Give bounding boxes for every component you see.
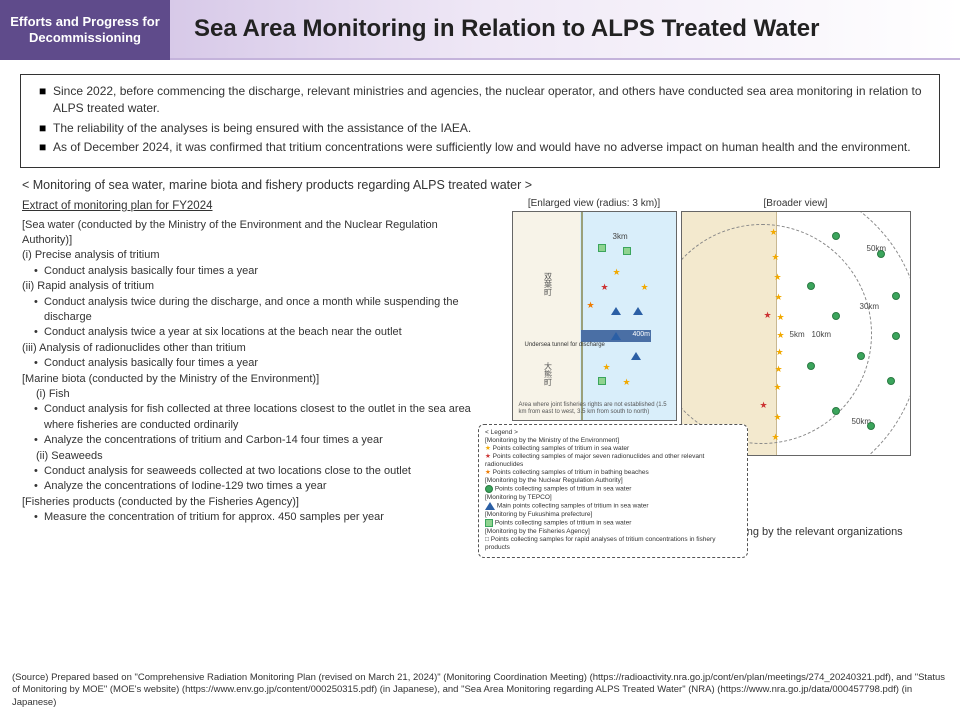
legend-item: ★ Points collecting samples of major sev… [485, 453, 741, 469]
enlarged-map-label: [Enlarged view (radius: 3 km)] [528, 198, 660, 209]
summary-bullet: As of December 2024, it was confirmed th… [53, 139, 911, 156]
star-marker: ★ [776, 347, 784, 358]
summary-box: ■Since 2022, before commencing the disch… [20, 74, 940, 168]
triangle-marker [611, 307, 621, 317]
fisheries-note: Area where joint fisheries rights are no… [519, 402, 670, 415]
header-row: Efforts and Progress for Decommissioning… [0, 0, 960, 60]
star-marker: ★ [772, 252, 780, 263]
triangle-marker [631, 352, 641, 362]
plan-iii-b1: Conduct analysis basically four times a … [44, 356, 472, 371]
triangle-marker [633, 307, 643, 317]
page-title: Sea Area Monitoring in Relation to ALPS … [170, 0, 960, 60]
green-circle-marker [832, 232, 840, 242]
summary-bullet: The reliability of the analyses is being… [53, 120, 471, 137]
legend-item: ★ Points collecting samples of tritium i… [485, 469, 741, 477]
green-square-marker [623, 247, 631, 257]
town-label: 双葉町 [543, 272, 554, 296]
legend-group: [Monitoring by TEPCO] [485, 494, 741, 502]
plan-mi: (i) Fish [36, 387, 472, 402]
legend-item: Main points collecting samples of tritiu… [485, 502, 741, 511]
star-marker: ★ [775, 292, 783, 303]
source-citation: (Source) Prepared based on "Comprehensiv… [12, 672, 948, 710]
plan-iii: (iii) Analysis of radionuclides other th… [22, 341, 472, 356]
fisheries-header: [Fisheries products (conducted by the Fi… [22, 495, 472, 510]
summary-bullet: Since 2022, before commencing the discha… [53, 83, 925, 118]
green-circle-marker [832, 407, 840, 417]
star-marker: ★ [623, 377, 631, 388]
plan-mi-b1: Conduct analysis for fish collected at t… [44, 402, 472, 433]
legend-item: Points collecting samples of tritium in … [485, 519, 741, 528]
plan-fish-b1: Measure the concentration of tritium for… [44, 510, 472, 525]
star-marker: ★ [774, 412, 782, 423]
star-marker: ★ [764, 310, 772, 321]
legend-item: □ Points collecting samples for rapid an… [485, 536, 741, 552]
legend-group: [Monitoring by the Ministry of the Envir… [485, 437, 741, 445]
star-marker: ★ [760, 400, 768, 411]
town-label: 大熊町 [543, 362, 554, 386]
star-marker: ★ [772, 432, 780, 443]
main-content: Extract of monitoring plan for FY2024 [S… [0, 198, 960, 538]
broader-map-label: [Broader view] [764, 198, 828, 209]
marine-header: [Marine biota (conducted by the Ministry… [22, 372, 472, 387]
green-circle-marker [892, 292, 900, 302]
distance-label: 400m [633, 331, 651, 338]
legend-item: Points collecting samples of tritium in … [485, 485, 741, 494]
plan-mii: (ii) Seaweeds [36, 449, 472, 464]
plan-title: Extract of monitoring plan for FY2024 [22, 198, 472, 214]
seawater-header: [Sea water (conducted by the Ministry of… [22, 218, 472, 249]
enlarged-map: 双葉町 大熊町 Undersea tunnel for discharge 3k… [512, 211, 677, 421]
plan-mii-b2: Analyze the concentrations of Iodine-129… [44, 479, 472, 494]
legend-group: [Monitoring by the Fisheries Agency] [485, 528, 741, 536]
green-circle-marker [877, 250, 885, 260]
star-marker: ★ [587, 300, 595, 311]
green-circle-marker [887, 377, 895, 387]
plan-i-b1: Conduct analysis basically four times a … [44, 264, 472, 279]
plan-ii: (ii) Rapid analysis of tritium [22, 279, 472, 294]
monitoring-plan-text: Extract of monitoring plan for FY2024 [S… [22, 198, 472, 538]
star-marker: ★ [603, 362, 611, 373]
distance-label: 10km [812, 330, 832, 339]
legend-group: [Monitoring by the Nuclear Regulation Au… [485, 477, 741, 485]
star-marker: ★ [777, 330, 785, 341]
distance-label: 3km [613, 232, 628, 241]
star-marker: ★ [613, 267, 621, 278]
tunnel-label: Undersea tunnel for discharge [525, 342, 605, 349]
distance-label: 30km [860, 302, 880, 311]
legend-box: < Legend > [Monitoring by the Ministry o… [478, 424, 748, 558]
plan-mii-b1: Conduct analysis for seaweeds collected … [44, 464, 472, 479]
green-circle-marker [832, 312, 840, 322]
star-marker: ★ [777, 312, 785, 323]
plan-ii-b2: Conduct analysis twice a year at six loc… [44, 325, 472, 340]
green-circle-marker [807, 362, 815, 372]
broader-map: 50km 30km 10km 5km 50km ★ ★ ★ ★ ★ ★ ★ ★ … [681, 211, 911, 456]
legend-item: ★ Points collecting samples of tritium i… [485, 445, 741, 453]
section-label: < Monitoring of sea water, marine biota … [22, 178, 960, 192]
star-marker: ★ [774, 272, 782, 283]
plan-mi-b2: Analyze the concentrations of tritium an… [44, 433, 472, 448]
maps-panel: [Enlarged view (radius: 3 km)] 双葉町 大熊町 U… [472, 198, 950, 538]
plan-ii-b1: Conduct analysis twice during the discha… [44, 295, 472, 326]
legend-group: [Monitoring by Fukushima prefecture] [485, 511, 741, 519]
distance-label: 5km [790, 330, 805, 339]
green-circle-marker [867, 422, 875, 432]
star-marker: ★ [774, 382, 782, 393]
category-tag: Efforts and Progress for Decommissioning [0, 0, 170, 60]
legend-title: < Legend > [485, 429, 741, 437]
star-marker: ★ [641, 282, 649, 293]
green-circle-marker [807, 282, 815, 292]
star-marker: ★ [601, 282, 609, 293]
plan-i: (i) Precise analysis of tritium [22, 248, 472, 263]
green-square-marker [598, 377, 606, 387]
green-circle-marker [892, 332, 900, 342]
green-square-marker [598, 244, 606, 254]
star-marker: ★ [770, 227, 778, 238]
star-marker: ★ [775, 364, 783, 375]
triangle-marker [611, 332, 621, 342]
green-circle-marker [857, 352, 865, 362]
